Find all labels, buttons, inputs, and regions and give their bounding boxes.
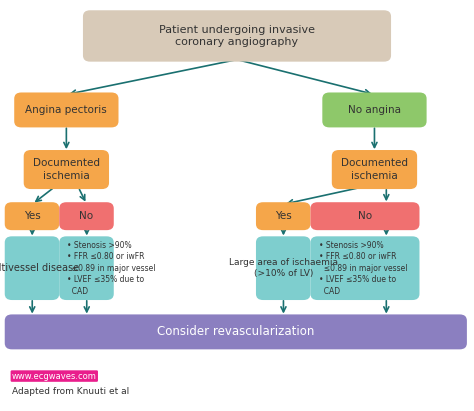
FancyBboxPatch shape bbox=[59, 236, 114, 300]
FancyBboxPatch shape bbox=[83, 10, 391, 62]
FancyBboxPatch shape bbox=[14, 92, 118, 127]
FancyBboxPatch shape bbox=[256, 202, 310, 230]
Text: www.ecgwaves.com: www.ecgwaves.com bbox=[12, 372, 97, 381]
FancyBboxPatch shape bbox=[5, 236, 59, 300]
FancyBboxPatch shape bbox=[256, 236, 310, 300]
Text: Yes: Yes bbox=[275, 211, 292, 221]
Text: • Stenosis >90%
• FFR ≤0.80 or iwFR
  ≤0.89 in major vessel
• LVEF ≤35% due to
 : • Stenosis >90% • FFR ≤0.80 or iwFR ≤0.8… bbox=[319, 241, 407, 296]
Text: Multivessel disease: Multivessel disease bbox=[0, 263, 80, 273]
FancyBboxPatch shape bbox=[5, 202, 59, 230]
Text: Large area of ischaemia
(>10% of LV): Large area of ischaemia (>10% of LV) bbox=[229, 258, 337, 278]
Text: No angina: No angina bbox=[348, 105, 401, 115]
FancyBboxPatch shape bbox=[24, 150, 109, 189]
Text: Angina pectoris: Angina pectoris bbox=[26, 105, 107, 115]
FancyBboxPatch shape bbox=[59, 202, 114, 230]
FancyBboxPatch shape bbox=[322, 92, 427, 127]
Text: No: No bbox=[358, 211, 372, 221]
FancyBboxPatch shape bbox=[332, 150, 417, 189]
Text: Yes: Yes bbox=[24, 211, 40, 221]
Text: Patient undergoing invasive
coronary angiography: Patient undergoing invasive coronary ang… bbox=[159, 25, 315, 47]
FancyBboxPatch shape bbox=[5, 314, 467, 349]
Text: Adapted from Knuuti et al: Adapted from Knuuti et al bbox=[12, 387, 129, 396]
Text: No: No bbox=[80, 211, 93, 221]
FancyBboxPatch shape bbox=[310, 236, 419, 300]
Text: • Stenosis >90%
• FFR ≤0.80 or iwFR
  ≤0.89 in major vessel
• LVEF ≤35% due to
 : • Stenosis >90% • FFR ≤0.80 or iwFR ≤0.8… bbox=[67, 241, 156, 296]
FancyBboxPatch shape bbox=[310, 202, 419, 230]
Text: Consider revascularization: Consider revascularization bbox=[157, 326, 315, 338]
Text: Documented
ischemia: Documented ischemia bbox=[341, 158, 408, 181]
Text: Documented
ischemia: Documented ischemia bbox=[33, 158, 100, 181]
